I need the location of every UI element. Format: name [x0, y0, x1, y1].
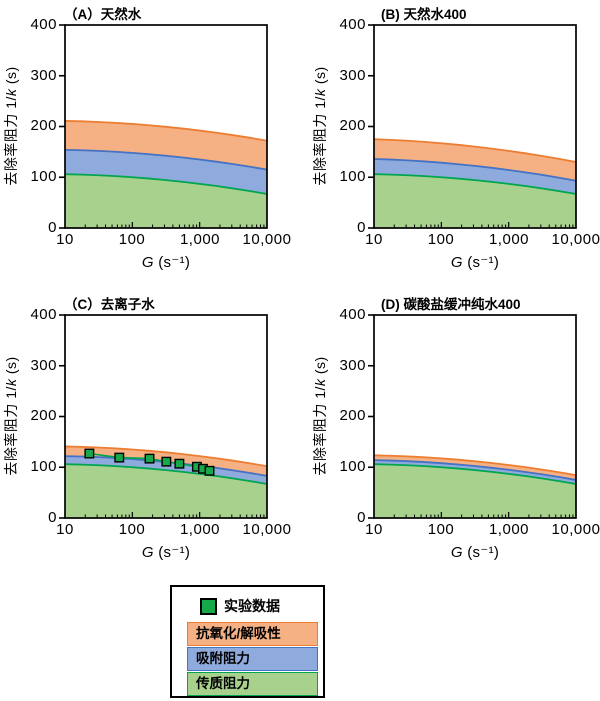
y-tick-300: 300 — [339, 67, 366, 84]
x-axis-label: G (s⁻¹) — [415, 253, 535, 271]
y-tick-200: 200 — [339, 117, 366, 134]
panel-c-title: （C）去离子水 — [64, 297, 155, 312]
panel-a: （A）天然水 去除率阻力 1/k (s) 400 300 200 100 0 1… — [0, 0, 300, 285]
x-axis-label-unit: (s⁻¹) — [462, 254, 500, 271]
y-tick-0: 0 — [357, 219, 366, 236]
legend-adsorption-label: 吸附阻力 — [196, 651, 250, 666]
y-tick-300: 300 — [339, 357, 366, 374]
x-axis-label-variable: G — [450, 254, 463, 271]
panel-b: (B) 天然水400 去除率阻力 1/k (s) 400 300 200 100… — [309, 0, 600, 285]
x-axis-label: G (s⁻¹) — [106, 543, 226, 561]
x-axis-label-variable: G — [450, 544, 463, 561]
panel-c: （C）去离子水 去除率阻力 1/k (s) 400 300 200 100 0 … — [0, 290, 300, 575]
y-tick-300: 300 — [30, 357, 57, 374]
y-axis-label-variable: k — [312, 378, 328, 387]
plot-area-b — [368, 24, 577, 229]
y-tick-100: 100 — [30, 458, 57, 475]
x-tick-10000: 10,000 — [551, 231, 600, 248]
panel-a-title: （A）天然水 — [64, 7, 142, 22]
y-tick-400: 400 — [30, 306, 57, 323]
legend-item-oxidation: 抗氧化/解吸性 — [187, 622, 318, 646]
y-tick-0: 0 — [357, 509, 366, 526]
legend: 实验数据 抗氧化/解吸性 吸附阻力 传质阻力 — [170, 585, 325, 698]
legend-item-experimental: 实验数据 — [172, 598, 323, 616]
x-tick-100: 100 — [427, 521, 455, 538]
x-tick-10: 10 — [365, 521, 383, 538]
x-tick-100: 100 — [427, 231, 455, 248]
legend-item-mass-transfer: 传质阻力 — [187, 672, 318, 696]
plot-area-c — [59, 314, 268, 519]
x-axis-label-unit: (s⁻¹) — [153, 544, 191, 561]
x-tick-1000: 1,000 — [488, 521, 530, 538]
y-tick-0: 0 — [48, 509, 57, 526]
x-tick-100: 100 — [118, 231, 146, 248]
x-tick-1000: 1,000 — [488, 231, 530, 248]
x-tick-10000: 10,000 — [551, 521, 600, 538]
panel-d-title: (D) 碳酸盐缓冲纯水400 — [381, 297, 521, 312]
x-tick-10000: 10,000 — [242, 231, 292, 248]
x-axis-label: G (s⁻¹) — [415, 543, 535, 561]
y-tick-300: 300 — [30, 67, 57, 84]
y-tick-200: 200 — [339, 407, 366, 424]
x-axis-label-variable: G — [141, 544, 154, 561]
x-tick-10: 10 — [56, 521, 74, 538]
x-tick-10: 10 — [365, 231, 383, 248]
x-tick-1000: 1,000 — [179, 231, 221, 248]
legend-oxidation-label: 抗氧化/解吸性 — [196, 626, 281, 641]
y-axis-label-variable: k — [3, 378, 19, 387]
panel-d: (D) 碳酸盐缓冲纯水400 去除率阻力 1/k (s) 400 300 200… — [309, 290, 600, 575]
legend-mass-transfer-label: 传质阻力 — [196, 676, 250, 691]
x-axis-label-variable: G — [141, 254, 154, 271]
y-axis-label-variable: k — [3, 88, 19, 97]
legend-experimental-label: 实验数据 — [224, 598, 280, 614]
plot-area-d — [368, 314, 577, 519]
panel-b-title: (B) 天然水400 — [381, 7, 467, 22]
experimental-marker-swatch — [200, 598, 217, 615]
y-tick-400: 400 — [30, 16, 57, 33]
y-tick-100: 100 — [339, 168, 366, 185]
y-tick-200: 200 — [30, 407, 57, 424]
y-tick-200: 200 — [30, 117, 57, 134]
x-tick-100: 100 — [118, 521, 146, 538]
y-tick-100: 100 — [30, 168, 57, 185]
y-tick-400: 400 — [339, 306, 366, 323]
plot-area-a — [59, 24, 268, 229]
x-axis-label-unit: (s⁻¹) — [153, 254, 191, 271]
y-tick-0: 0 — [48, 219, 57, 236]
x-tick-10: 10 — [56, 231, 74, 248]
x-axis-label-unit: (s⁻¹) — [462, 544, 500, 561]
y-axis-label-variable: k — [312, 88, 328, 97]
x-axis-label: G (s⁻¹) — [106, 253, 226, 271]
y-tick-100: 100 — [339, 458, 366, 475]
x-tick-1000: 1,000 — [179, 521, 221, 538]
legend-item-adsorption: 吸附阻力 — [187, 647, 318, 671]
x-tick-10000: 10,000 — [242, 521, 292, 538]
y-tick-400: 400 — [339, 16, 366, 33]
